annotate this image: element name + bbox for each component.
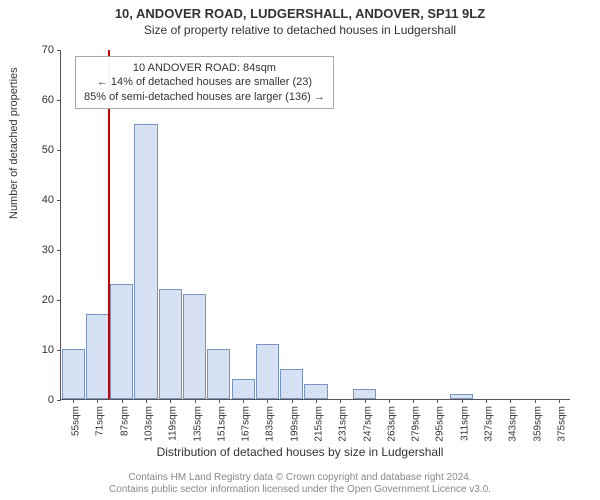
plot-area: 10 ANDOVER ROAD: 84sqm ← 14% of detached… <box>60 50 570 400</box>
x-tick-mark <box>122 399 123 403</box>
x-tick-mark <box>97 399 98 403</box>
x-tick-mark <box>559 399 560 403</box>
annotation-line-2: ← 14% of detached houses are smaller (23… <box>84 75 325 89</box>
y-tick-label: 70 <box>14 44 54 56</box>
y-tick-label: 40 <box>14 194 54 206</box>
y-tick-mark <box>57 250 61 251</box>
x-tick-mark <box>413 399 414 403</box>
x-tick-label: 55sqm <box>71 406 82 446</box>
x-tick-label: 295sqm <box>435 406 446 446</box>
x-tick-mark <box>146 399 147 403</box>
x-tick-label: 359sqm <box>532 406 543 446</box>
x-tick-label: 199sqm <box>289 406 300 446</box>
x-tick-mark <box>73 399 74 403</box>
y-tick-mark <box>57 400 61 401</box>
bar <box>183 294 206 399</box>
x-tick-label: 103sqm <box>144 406 155 446</box>
chart-subtitle: Size of property relative to detached ho… <box>0 21 600 37</box>
x-tick-mark <box>389 399 390 403</box>
x-tick-mark <box>510 399 511 403</box>
annotation-box: 10 ANDOVER ROAD: 84sqm ← 14% of detached… <box>75 56 334 109</box>
x-tick-label: 311sqm <box>459 406 470 446</box>
y-tick-mark <box>57 200 61 201</box>
x-tick-label: 375sqm <box>556 406 567 446</box>
footer: Contains HM Land Registry data © Crown c… <box>0 472 600 496</box>
annotation-line-1: 10 ANDOVER ROAD: 84sqm <box>84 61 325 75</box>
x-tick-mark <box>267 399 268 403</box>
x-tick-mark <box>292 399 293 403</box>
bar <box>280 369 303 399</box>
x-tick-mark <box>462 399 463 403</box>
y-tick-mark <box>57 300 61 301</box>
x-tick-mark <box>340 399 341 403</box>
x-tick-mark <box>535 399 536 403</box>
x-tick-mark <box>365 399 366 403</box>
x-tick-mark <box>243 399 244 403</box>
x-tick-mark <box>486 399 487 403</box>
bar <box>256 344 279 399</box>
footer-line-1: Contains HM Land Registry data © Crown c… <box>0 472 600 484</box>
annotation-line-3: 85% of semi-detached houses are larger (… <box>84 90 325 104</box>
x-tick-label: 231sqm <box>338 406 349 446</box>
x-tick-label: 215sqm <box>314 406 325 446</box>
bar <box>207 349 230 399</box>
y-tick-label: 10 <box>14 344 54 356</box>
x-axis-label: Distribution of detached houses by size … <box>0 445 600 459</box>
y-tick-label: 50 <box>14 144 54 156</box>
chart-container: { "title": "10, ANDOVER ROAD, LUDGERSHAL… <box>0 0 600 500</box>
bar <box>353 389 376 399</box>
x-tick-mark <box>170 399 171 403</box>
y-tick-label: 30 <box>14 244 54 256</box>
y-tick-label: 0 <box>14 394 54 406</box>
bar <box>86 314 109 399</box>
x-tick-label: 71sqm <box>95 406 106 446</box>
x-tick-mark <box>437 399 438 403</box>
bar <box>134 124 157 399</box>
x-tick-label: 279sqm <box>411 406 422 446</box>
x-tick-mark <box>316 399 317 403</box>
x-tick-label: 263sqm <box>386 406 397 446</box>
x-tick-label: 87sqm <box>119 406 130 446</box>
y-tick-label: 20 <box>14 294 54 306</box>
y-tick-mark <box>57 50 61 51</box>
x-tick-label: 135sqm <box>192 406 203 446</box>
y-tick-mark <box>57 150 61 151</box>
x-tick-mark <box>195 399 196 403</box>
x-tick-label: 327sqm <box>484 406 495 446</box>
bar <box>232 379 255 399</box>
x-tick-label: 151sqm <box>216 406 227 446</box>
x-tick-label: 119sqm <box>168 406 179 446</box>
x-tick-label: 247sqm <box>362 406 373 446</box>
bar <box>159 289 182 399</box>
x-tick-mark <box>219 399 220 403</box>
chart-title: 10, ANDOVER ROAD, LUDGERSHALL, ANDOVER, … <box>0 0 600 21</box>
y-tick-mark <box>57 100 61 101</box>
y-tick-mark <box>57 350 61 351</box>
footer-line-2: Contains public sector information licen… <box>0 484 600 496</box>
x-tick-label: 183sqm <box>265 406 276 446</box>
bar <box>304 384 327 399</box>
y-tick-label: 60 <box>14 94 54 106</box>
bar <box>110 284 133 399</box>
x-tick-label: 167sqm <box>241 406 252 446</box>
x-tick-label: 343sqm <box>508 406 519 446</box>
bar <box>62 349 85 399</box>
